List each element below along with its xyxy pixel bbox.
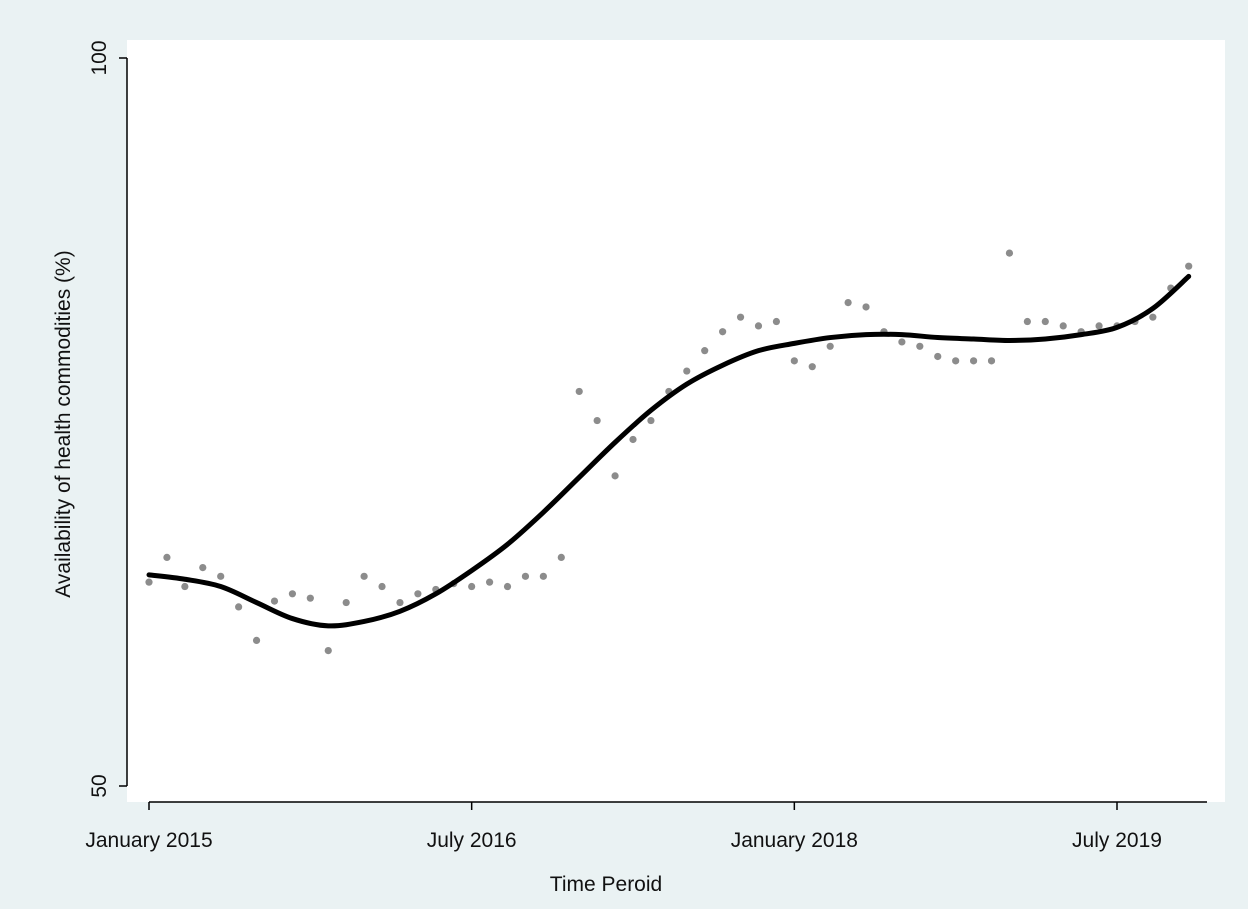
data-point	[557, 553, 565, 562]
data-point	[862, 303, 870, 311]
data-point	[414, 590, 422, 598]
data-point	[235, 603, 243, 611]
data-point	[1149, 313, 1157, 321]
data-point	[181, 582, 189, 591]
data-point	[934, 352, 942, 361]
data-point	[1185, 262, 1193, 270]
y-axis-title: Availability of health commodities (%)	[52, 250, 75, 597]
data-point	[1041, 317, 1049, 326]
data-point	[306, 594, 314, 602]
data-point	[324, 646, 332, 655]
data-point	[163, 553, 171, 562]
plot-region	[127, 40, 1225, 802]
x-axis-title: Time Peroid	[550, 873, 662, 896]
data-point	[270, 597, 279, 605]
data-point	[969, 357, 978, 365]
data-point	[790, 357, 798, 365]
data-point	[503, 582, 512, 591]
data-point	[1023, 317, 1031, 326]
data-point	[736, 313, 745, 321]
data-point	[360, 572, 368, 580]
fitted-line	[146, 273, 1192, 629]
data-point	[252, 636, 261, 645]
data-point	[987, 357, 996, 365]
data-point	[199, 564, 207, 572]
data-point	[521, 572, 530, 580]
data-point	[396, 598, 404, 607]
data-point	[593, 416, 601, 425]
data-point	[378, 582, 386, 591]
data-point	[647, 416, 655, 425]
data-point	[1095, 322, 1103, 330]
data-point	[1059, 322, 1067, 330]
x-tick-label: January 2018	[731, 829, 858, 852]
data-point	[575, 387, 583, 396]
y-tick-label: 100	[88, 40, 111, 75]
data-point	[808, 363, 816, 371]
data-point	[217, 572, 225, 580]
data-point	[772, 317, 781, 326]
data-point	[629, 435, 637, 444]
x-tick-label: January 2015	[85, 829, 212, 852]
data-point	[288, 590, 297, 598]
x-tick-label: July 2016	[427, 829, 517, 852]
data-point	[826, 342, 834, 350]
data-point	[898, 338, 906, 346]
x-tick-label: July 2019	[1072, 829, 1162, 852]
data-point	[1005, 249, 1014, 257]
data-point	[701, 347, 709, 355]
data-point	[719, 328, 727, 336]
data-point	[844, 299, 852, 307]
y-tick-label: 50	[88, 774, 111, 797]
data-point	[145, 578, 153, 586]
data-point	[683, 367, 691, 375]
data-point	[539, 572, 547, 580]
data-point	[611, 472, 619, 480]
data-point	[754, 322, 763, 330]
data-point	[916, 342, 924, 350]
data-point	[485, 578, 494, 586]
data-point	[468, 582, 476, 591]
data-point	[342, 598, 350, 607]
data-point	[952, 357, 960, 365]
